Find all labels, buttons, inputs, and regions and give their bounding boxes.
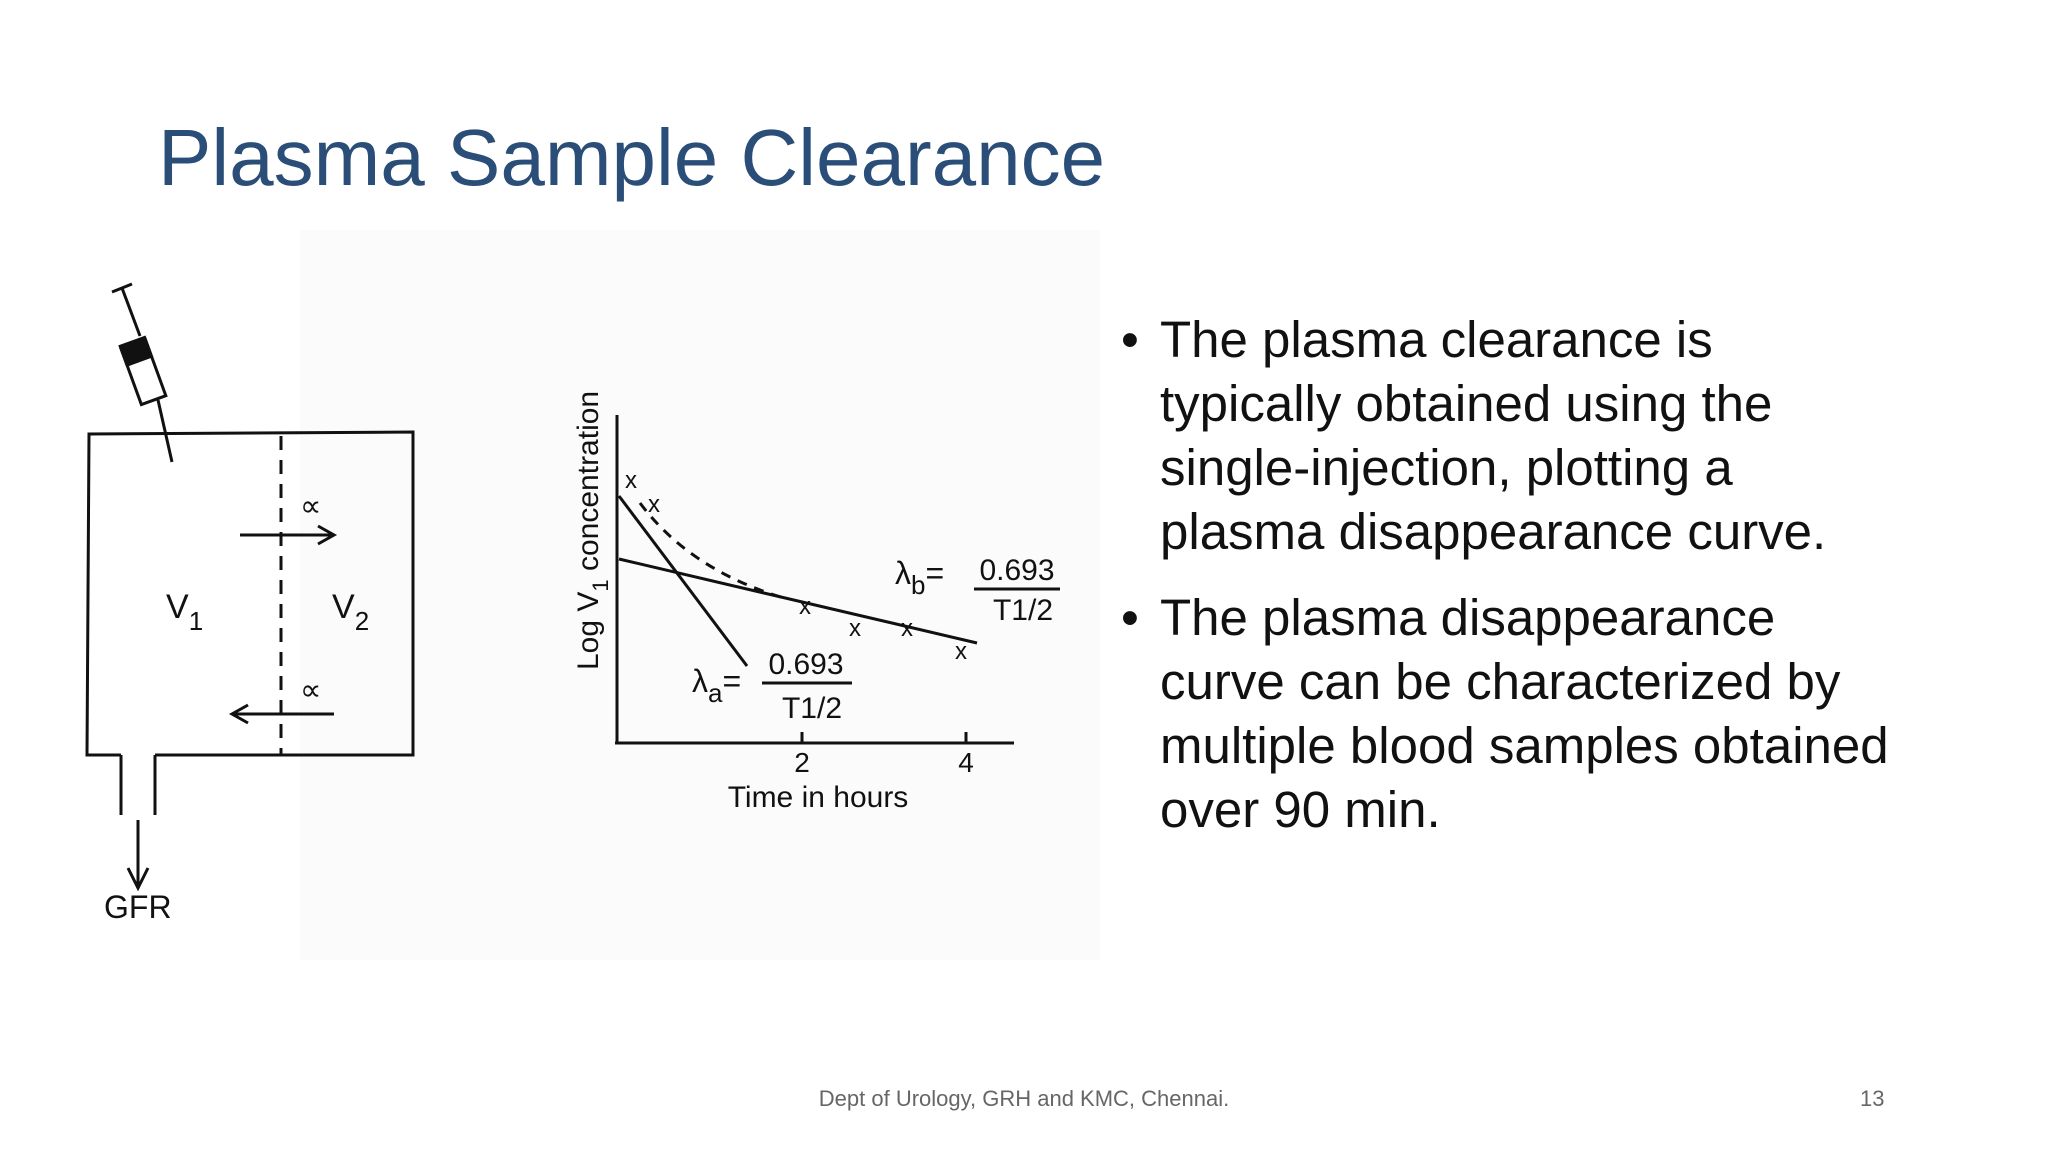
rate-label: ∝ bbox=[300, 674, 321, 707]
compartment-label: V2 bbox=[332, 588, 369, 636]
y-axis-label-text: concentration bbox=[572, 391, 605, 579]
y-axis-label: Log V1 concentration bbox=[572, 391, 613, 670]
figure-background bbox=[300, 230, 1100, 960]
rate-label: ∝ bbox=[300, 490, 321, 523]
rate-constant-base: λ bbox=[692, 663, 708, 699]
y-axis-label-sub: 1 bbox=[588, 579, 613, 591]
data-points: x x x x x x bbox=[625, 467, 967, 665]
compartment-label-base: V bbox=[166, 588, 189, 626]
rate-constant: λa= bbox=[692, 663, 741, 708]
rate-constant-sub: a bbox=[708, 678, 723, 708]
compartment-label-base: V bbox=[332, 588, 355, 626]
point-x: x bbox=[955, 638, 967, 665]
rate-constant-sub: b bbox=[911, 570, 925, 600]
x-tick-label: 4 bbox=[958, 747, 974, 778]
fraction-numerator: 0.693 bbox=[979, 554, 1054, 587]
outflow-label: GFR bbox=[104, 889, 172, 925]
rate-constant-base: λ bbox=[895, 555, 911, 591]
bullet-list: The plasma clearance is typically obtain… bbox=[1121, 308, 1901, 864]
page-number: 13 bbox=[1860, 1086, 1885, 1111]
syringe bbox=[111, 282, 174, 463]
y-axis-label-text: Log V bbox=[572, 592, 605, 670]
x-axis-label: Time in hours bbox=[728, 781, 909, 814]
bullet: The plasma disappearance curve can be ch… bbox=[1121, 586, 1901, 842]
rate-constant-eq: = bbox=[925, 555, 944, 591]
fraction-denominator: T1/2 bbox=[993, 594, 1053, 627]
point-x: x bbox=[849, 615, 861, 642]
compartment-label-sub: 1 bbox=[189, 606, 203, 636]
point-x: x bbox=[799, 593, 811, 620]
fraction-numerator: 0.693 bbox=[768, 648, 843, 681]
slide-title: Plasma Sample Clearance bbox=[158, 113, 1106, 202]
footer: Dept of Urology, GRH and KMC, Chennai. bbox=[818, 1086, 1230, 1111]
point-x: x bbox=[625, 467, 637, 494]
fraction-denominator: T1/2 bbox=[782, 692, 842, 725]
rate-constant: λb= bbox=[895, 555, 944, 600]
x-tick-label: 2 bbox=[794, 747, 810, 778]
rate-constant-eq: = bbox=[722, 663, 741, 699]
compartment-label: V1 bbox=[166, 588, 203, 636]
bullet: The plasma clearance is typically obtain… bbox=[1121, 308, 1901, 564]
compartment-box bbox=[85, 430, 415, 892]
compartment-label-sub: 2 bbox=[355, 606, 369, 636]
point-x: x bbox=[901, 615, 913, 642]
figure: V1 V2 ∝ ∝ GFR x x x x x x Log V1 concent… bbox=[85, 230, 1100, 960]
graph-axes bbox=[615, 415, 1014, 745]
point-x: x bbox=[648, 491, 660, 518]
